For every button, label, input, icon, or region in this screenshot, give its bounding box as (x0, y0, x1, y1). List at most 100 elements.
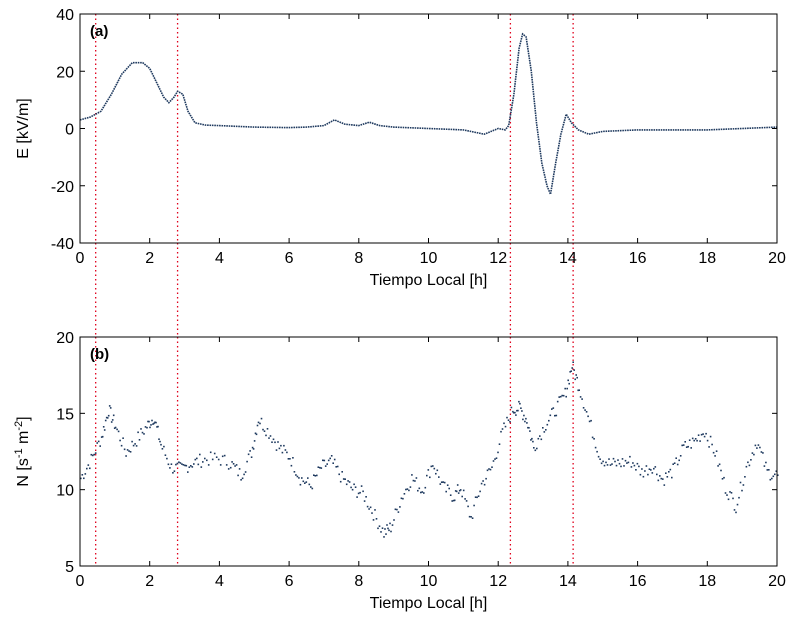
n-data-point (733, 509, 736, 511)
n-data-point (751, 452, 754, 454)
n-data-point (207, 464, 210, 466)
n-data-point (93, 453, 95, 456)
n-data-point (558, 396, 560, 398)
n-data-point (135, 445, 138, 447)
n-data-point (399, 506, 401, 508)
y-tick-label: 10 (56, 483, 74, 500)
n-data-point (594, 446, 597, 449)
n-data-point (599, 458, 601, 460)
n-data-point (512, 410, 514, 413)
n-data-point (369, 506, 372, 509)
n-data-point (477, 495, 480, 497)
n-data-point (110, 421, 113, 423)
n-data-point (671, 476, 673, 479)
n-data-point (696, 439, 698, 442)
n-data-point (435, 472, 437, 475)
n-data-point (446, 484, 449, 486)
n-data-point (147, 420, 149, 423)
n-data-point (251, 446, 254, 449)
n-data-point (307, 477, 309, 479)
n-data-point (244, 471, 247, 473)
n-data-point (626, 462, 628, 464)
n-data-point (715, 450, 718, 452)
n-data-point (275, 449, 278, 451)
n-data-point (762, 452, 764, 454)
n-data-point (389, 522, 391, 525)
n-data-point (654, 466, 657, 468)
n-data-point (458, 489, 461, 492)
n-data-point (250, 456, 253, 458)
n-data-point (575, 374, 577, 376)
n-data-point (476, 496, 478, 499)
n-data-point (596, 450, 598, 453)
n-data-point (641, 468, 643, 470)
n-data-point (678, 459, 680, 462)
n-data-point (354, 486, 357, 488)
n-data-point (316, 474, 318, 477)
y-tick-label: 15 (56, 406, 74, 423)
n-data-point (84, 473, 87, 475)
n-data-point (514, 411, 516, 414)
n-data-point (679, 455, 682, 457)
n-data-point (330, 455, 333, 457)
n-data-point (387, 527, 389, 530)
n-data-point (648, 468, 651, 470)
n-data-point (459, 489, 462, 491)
panel-b-y-axis-label: N [s-1 m-2] (13, 416, 32, 486)
n-data-point (179, 462, 182, 464)
x-tick-label: 16 (629, 573, 647, 590)
n-data-point (684, 441, 686, 443)
n-data-point (292, 457, 294, 459)
n-data-point (181, 463, 183, 465)
n-data-point (336, 465, 339, 468)
n-data-point (277, 441, 279, 443)
n-data-point (99, 445, 101, 447)
n-data-point (327, 459, 330, 462)
n-data-point (141, 431, 144, 434)
n-data-point (263, 430, 266, 432)
n-data-point (633, 464, 636, 467)
n-data-point (581, 398, 583, 400)
n-data-point (561, 394, 563, 397)
n-data-point (374, 509, 376, 511)
n-data-point (630, 466, 633, 468)
n-data-point (492, 460, 495, 462)
n-data-point (305, 481, 308, 483)
n-data-point (167, 463, 170, 466)
n-data-point (256, 424, 259, 427)
n-data-point (706, 439, 709, 442)
x-tick-label: 8 (354, 573, 363, 590)
n-data-point (265, 434, 267, 437)
n-data-point (187, 471, 189, 473)
n-data-point (470, 516, 472, 518)
n-data-point (721, 478, 724, 480)
n-data-point (467, 505, 469, 508)
n-data-point (727, 498, 730, 501)
panel-b-x-axis-label: Tiempo Local [h] (370, 595, 488, 612)
n-data-point (131, 440, 133, 443)
n-data-point (750, 459, 752, 461)
n-data-point (500, 430, 502, 433)
n-data-point (480, 482, 483, 485)
n-data-point (700, 433, 703, 436)
n-data-point (559, 395, 562, 398)
n-data-point (278, 447, 281, 450)
n-data-point (556, 400, 559, 403)
n-data-point (166, 457, 168, 460)
n-data-point (603, 464, 606, 467)
n-data-point (747, 461, 749, 464)
n-data-point (140, 428, 142, 430)
n-data-point (293, 471, 296, 473)
y-tick-label: 20 (56, 64, 74, 81)
n-data-point (639, 473, 642, 476)
n-data-point (412, 479, 415, 482)
n-data-point (739, 481, 742, 484)
n-data-point (691, 437, 694, 440)
n-data-point (577, 389, 579, 392)
n-data-point (732, 497, 734, 500)
n-data-point (741, 489, 743, 492)
panel-a-y-axis-label: E [kV/m] (15, 98, 32, 158)
y-tick-label: 5 (65, 559, 74, 576)
n-data-point (673, 462, 676, 464)
n-data-point (102, 426, 105, 428)
